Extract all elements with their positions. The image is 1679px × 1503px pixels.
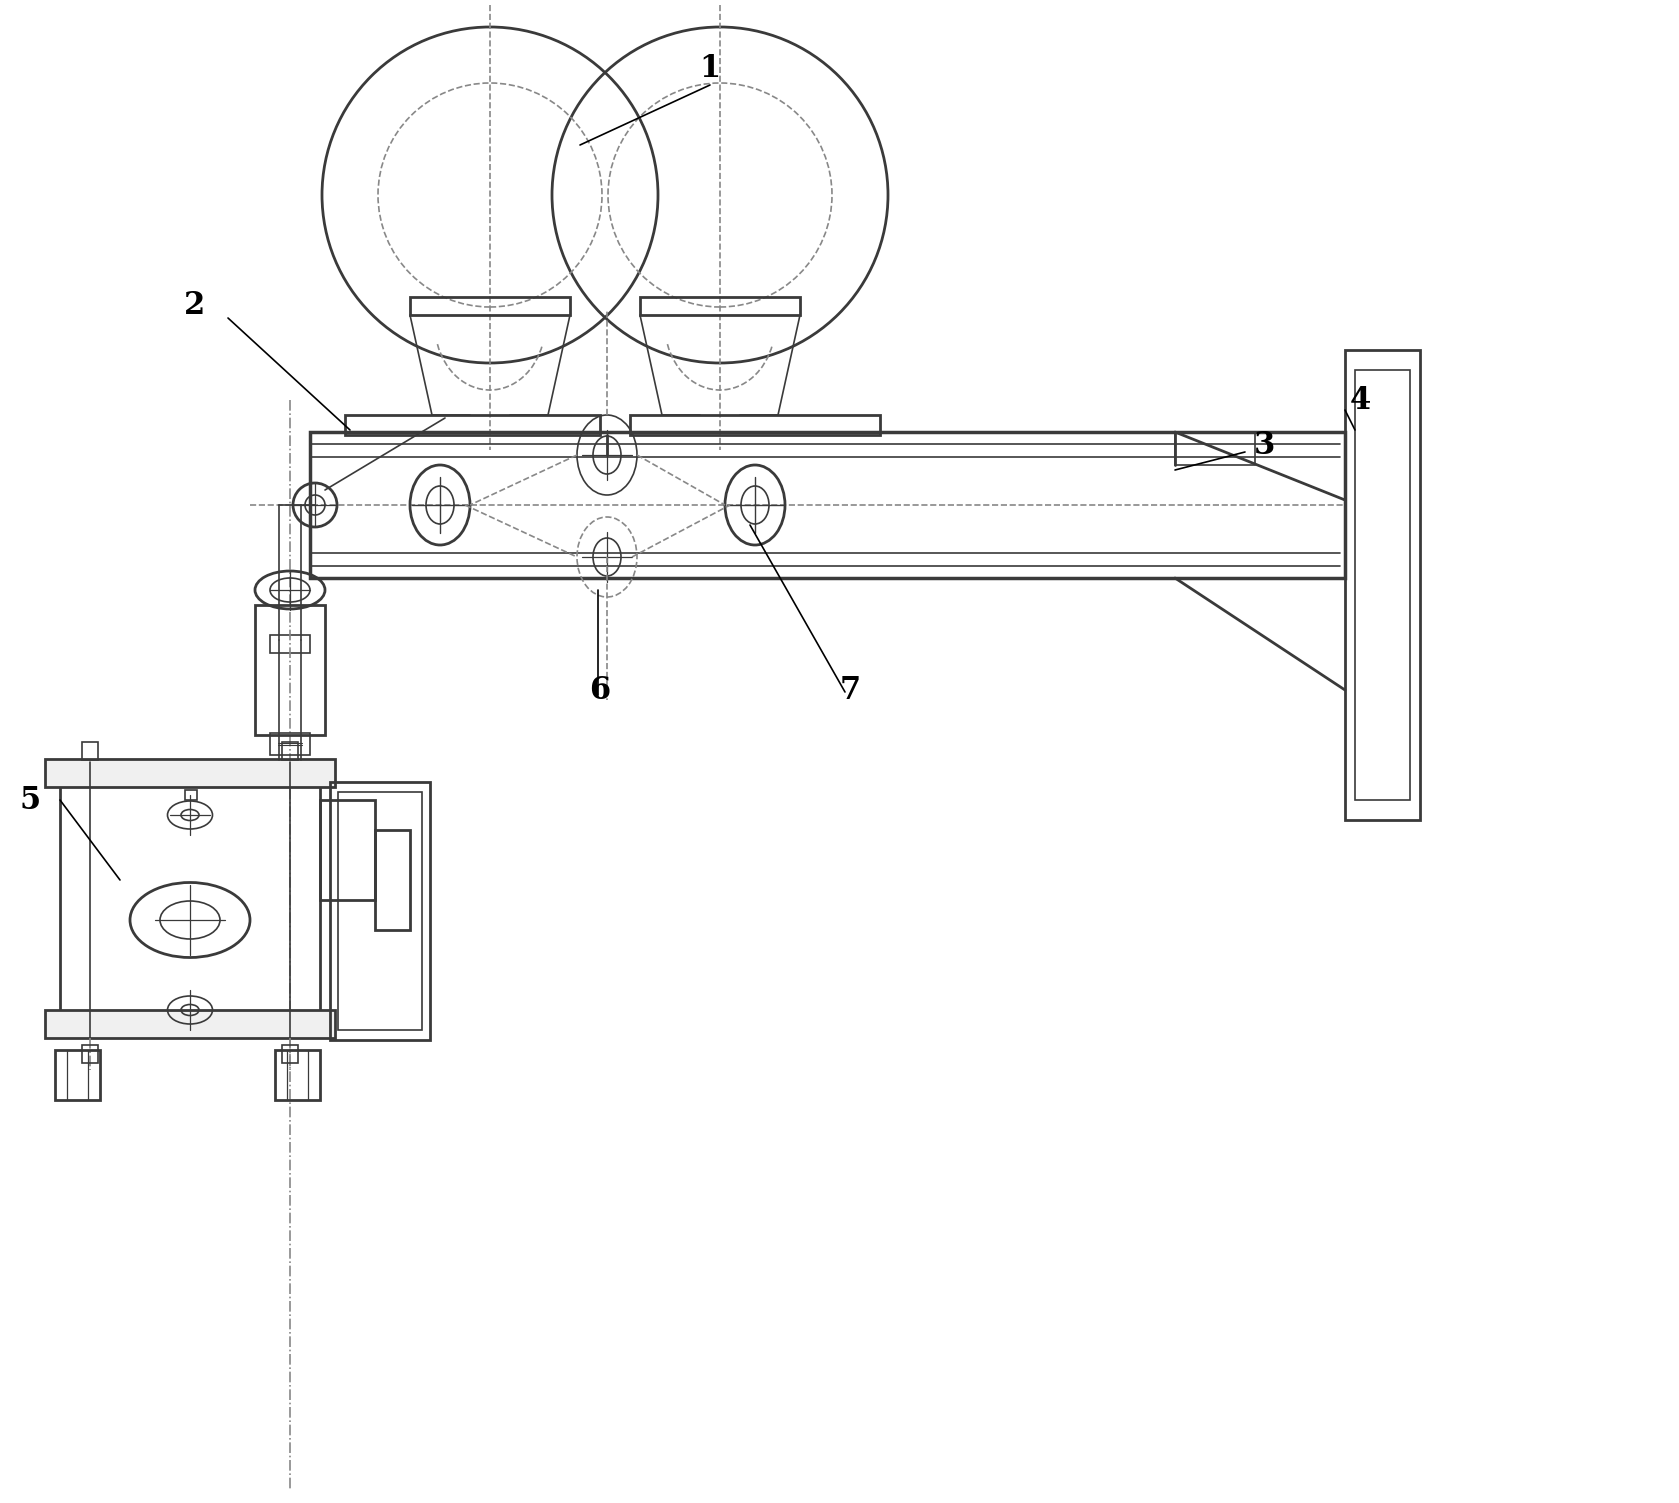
Bar [55, 1051, 101, 1100]
Text: 5: 5 [20, 785, 40, 816]
Bar [255, 606, 326, 735]
Text: 2: 2 [185, 290, 205, 320]
Text: 7: 7 [840, 675, 861, 705]
Bar [45, 1010, 336, 1039]
Bar [1175, 431, 1254, 464]
Bar [60, 762, 321, 1036]
Bar [1345, 350, 1420, 821]
Bar [270, 733, 311, 755]
Bar [640, 298, 799, 316]
Bar [82, 742, 97, 761]
Bar [282, 1045, 297, 1063]
Bar [82, 1045, 97, 1063]
Text: 6: 6 [589, 675, 611, 705]
Bar [630, 415, 880, 434]
Bar [45, 759, 336, 788]
Text: 4: 4 [1350, 385, 1370, 415]
Bar [282, 742, 297, 761]
Bar [344, 415, 599, 434]
Bar [311, 431, 1345, 579]
Bar [275, 1051, 321, 1100]
Bar [331, 782, 430, 1040]
Bar [321, 800, 374, 900]
Bar [410, 298, 569, 316]
Bar [270, 634, 311, 652]
Bar [374, 830, 410, 930]
Bar [337, 792, 421, 1030]
Bar [185, 791, 196, 800]
Text: 1: 1 [700, 53, 720, 84]
Text: 3: 3 [1254, 430, 1276, 460]
Bar [1355, 370, 1410, 800]
